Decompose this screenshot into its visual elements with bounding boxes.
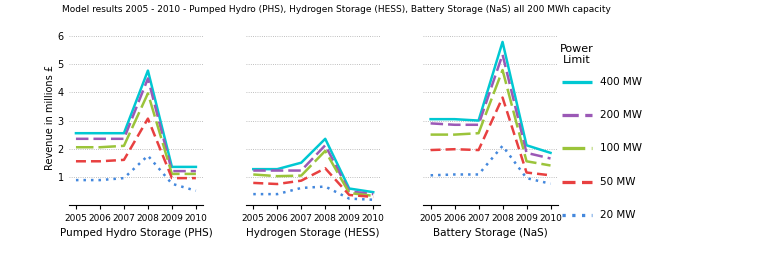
Text: 20 MW: 20 MW xyxy=(600,210,635,220)
Text: 400 MW: 400 MW xyxy=(600,77,642,87)
Text: 100 MW: 100 MW xyxy=(600,143,642,154)
Text: Power
Limit: Power Limit xyxy=(560,44,594,65)
X-axis label: Pumped Hydro Storage (PHS): Pumped Hydro Storage (PHS) xyxy=(60,228,212,238)
Text: 200 MW: 200 MW xyxy=(600,110,642,120)
Y-axis label: Revenue in millions £: Revenue in millions £ xyxy=(45,65,55,170)
X-axis label: Battery Storage (NaS): Battery Storage (NaS) xyxy=(433,228,548,238)
Text: 50 MW: 50 MW xyxy=(600,177,635,187)
X-axis label: Hydrogen Storage (HESS): Hydrogen Storage (HESS) xyxy=(247,228,380,238)
Text: Model results 2005 - 2010 - Pumped Hydro (PHS), Hydrogen Storage (HESS), Battery: Model results 2005 - 2010 - Pumped Hydro… xyxy=(62,5,610,14)
